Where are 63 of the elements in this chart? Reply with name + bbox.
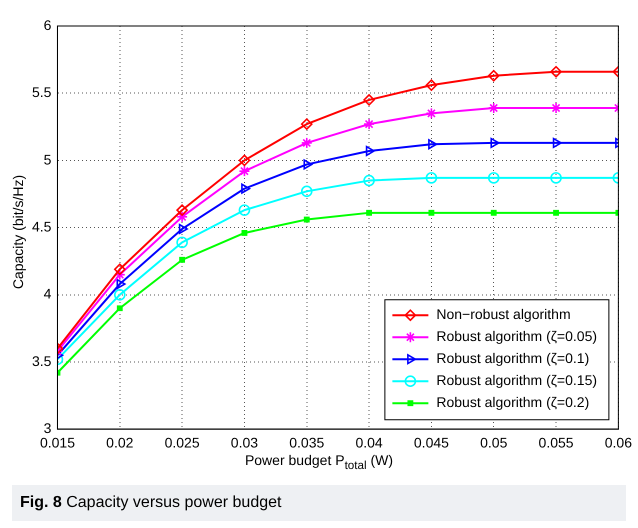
point (176, 236, 188, 248)
point (238, 204, 250, 216)
point (553, 210, 559, 216)
legend-label: Robust algorithm (ζ=0.2) (436, 394, 590, 410)
x-tick-label: 0.035 (289, 434, 324, 450)
caption: Fig. 8 Capacity versus power budget (12, 485, 626, 521)
x-axis-title: Power budget P$_{total}$ (W) (244, 452, 394, 472)
y-tick-label: 5 (44, 151, 52, 168)
x-tick-label: 0.02 (106, 434, 134, 450)
point (488, 70, 500, 82)
point (300, 186, 313, 198)
point (363, 174, 375, 186)
x-tick-label: 0.03 (230, 434, 258, 450)
x-tick-label: 0.055 (538, 434, 574, 450)
point (426, 172, 438, 184)
x-tick-label: 0.05 (480, 434, 508, 450)
point (300, 137, 313, 149)
y-tick-label: 4.5 (32, 218, 52, 234)
point (241, 183, 250, 194)
point (114, 263, 126, 276)
point (238, 165, 250, 177)
point (304, 216, 310, 222)
point (428, 210, 434, 216)
point (238, 154, 250, 166)
x-tick-label: 0.025 (164, 434, 200, 450)
point (490, 210, 497, 216)
x-tick-label: 0.06 (604, 434, 632, 450)
point (426, 79, 438, 91)
x-tick-label: 0.04 (355, 434, 383, 450)
point (428, 139, 438, 150)
point (116, 278, 126, 290)
point (114, 268, 126, 280)
legend-label: Robust algorithm (ζ=0.1) (436, 350, 590, 366)
x-tick-label: 0.015 (40, 434, 76, 450)
point (550, 66, 562, 78)
legend-label: Robust algorithm (ζ=0.05) (436, 328, 598, 344)
point (303, 159, 313, 170)
point (366, 146, 375, 156)
y-tick-label: 5.5 (32, 84, 52, 100)
point (242, 230, 248, 236)
point (179, 256, 186, 263)
y-tick-label: 6 (44, 16, 52, 33)
point (426, 108, 438, 120)
point (552, 138, 562, 148)
x-tick-label: 0.045 (414, 434, 450, 450)
legend-label: Robust algorithm (ζ=0.15) (436, 372, 598, 388)
point (490, 138, 500, 148)
point (363, 118, 375, 130)
legend-label: Non−robust algorithm (436, 306, 571, 322)
point (178, 224, 188, 234)
y-tick-label: 3 (44, 420, 52, 436)
y-tick-label: 3.5 (32, 352, 52, 369)
point (300, 118, 313, 130)
y-axis-title: Capacity (bit/s/Hz) (10, 174, 26, 290)
point (116, 305, 123, 312)
point (366, 210, 372, 216)
point (176, 211, 188, 223)
point (114, 289, 126, 301)
point (488, 172, 500, 184)
point (550, 172, 562, 184)
y-tick-label: 4 (44, 286, 52, 302)
point (176, 204, 188, 216)
point (363, 94, 375, 106)
